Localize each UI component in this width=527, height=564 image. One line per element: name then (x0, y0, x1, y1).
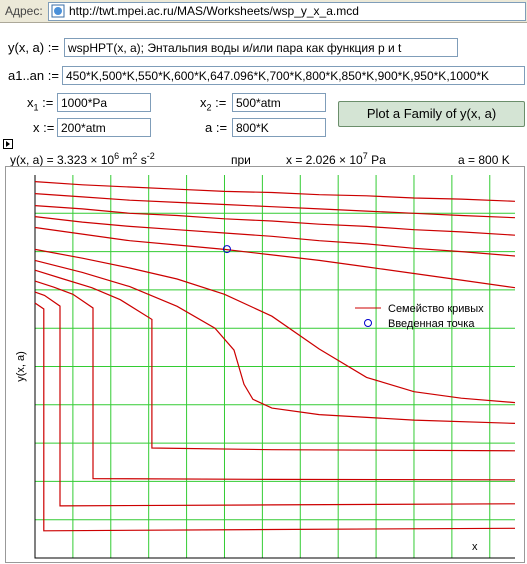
func-label: y(x, a) := (8, 40, 59, 55)
result-x-unit: Pa (367, 153, 386, 167)
x2-sub: 2 (206, 102, 212, 113)
entered-point (222, 245, 231, 254)
a-label: a := (205, 120, 228, 135)
curve (34, 291, 516, 507)
func-input[interactable]: wspHPT(x, a); Энтальпия воды и/или пара … (64, 38, 458, 57)
x1-input[interactable]: 1000*Pa (57, 93, 151, 112)
result-a: a = 800 K (458, 153, 510, 167)
address-label: Адрес: (5, 4, 43, 18)
x1-label: x1 := (27, 93, 54, 113)
plot-button[interactable]: Plot a Family of y(x, a) (338, 101, 525, 127)
x2-input[interactable]: 500*atm (232, 93, 326, 112)
a-input[interactable]: 800*K (232, 118, 326, 137)
curve (34, 226, 516, 289)
x-input[interactable]: 200*atm (57, 118, 151, 137)
curve (34, 248, 516, 404)
curve (34, 181, 516, 202)
expand-toggle[interactable] (3, 139, 13, 149)
x-label: x := (33, 120, 55, 135)
result-y-unit2: s (137, 153, 147, 167)
x1-base: x (27, 95, 34, 110)
legend-label: Введенная точка (388, 318, 475, 330)
legend-label: Семейство кривых (388, 303, 484, 315)
result-x-exp: 7 (362, 151, 368, 161)
legend-marker (364, 319, 372, 327)
result-at: при (231, 153, 251, 167)
page-icon (51, 4, 65, 18)
y-axis-label: y(x, a) (15, 351, 27, 382)
result-y-unit1-exp: 2 (132, 151, 138, 161)
address-bar: Адрес: http://twt.mpei.ac.ru/MAS/Workshe… (0, 0, 527, 23)
result-y-exp: 6 (114, 151, 120, 161)
result-y-unit1: m (119, 153, 133, 167)
params-label: a1..an := (8, 68, 59, 83)
result-y: y(x, a) = 3.323 × 106 m2 s-2 (10, 151, 155, 167)
curve (34, 216, 516, 257)
curve (34, 193, 516, 219)
curve (34, 269, 516, 452)
x1-assign: := (42, 95, 54, 110)
result-y-unit2-exp: -2 (146, 151, 155, 161)
result-x-text: x = 2.026 × 10 (286, 153, 363, 167)
address-field[interactable]: http://twt.mpei.ac.ru/MAS/Worksheets/wsp… (48, 2, 526, 21)
plot-frame (5, 166, 525, 563)
result-x: x = 2.026 × 107 Pa (286, 151, 386, 167)
result-y-text: y(x, a) = 3.323 × 10 (10, 153, 115, 167)
x1-sub: 1 (33, 102, 39, 113)
curve (34, 259, 516, 424)
curve (34, 205, 516, 236)
x-axis-label: x (472, 541, 478, 553)
axes (34, 175, 515, 559)
curve (34, 302, 516, 532)
x2-base: x (200, 95, 207, 110)
curve (34, 280, 516, 481)
x2-label: x2 := (200, 93, 227, 113)
x2-assign: := (215, 95, 227, 110)
params-input[interactable]: 450*K,500*K,550*K,600*K,647.096*K,700*K,… (62, 66, 525, 85)
url: http://twt.mpei.ac.ru/MAS/Worksheets/wsp… (69, 4, 359, 18)
